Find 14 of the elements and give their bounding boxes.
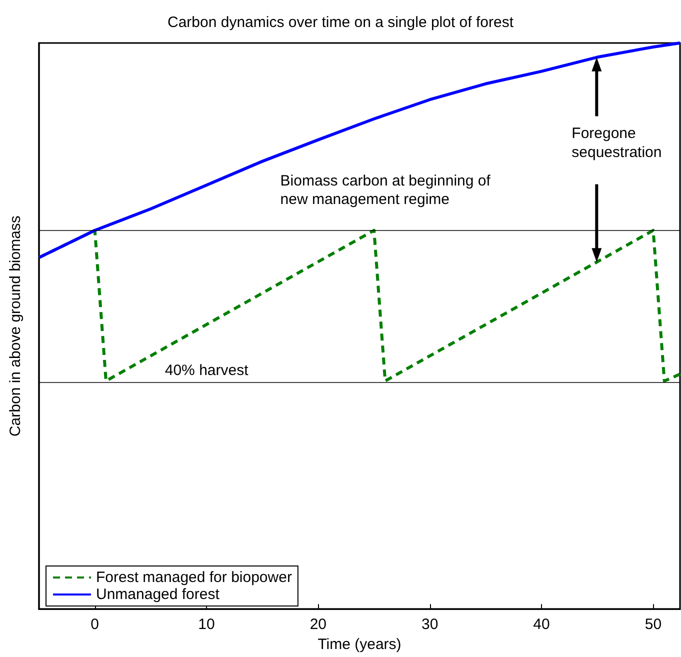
- x-tick-label: 40: [533, 616, 550, 634]
- legend-label: Forest managed for biopower: [96, 569, 292, 586]
- chart-title: Carbon dynamics over time on a single plot of forest: [167, 14, 514, 31]
- x-tick-label: 10: [198, 616, 215, 634]
- ref-line-label: Biomass carbon at beginning of new management regime: [280, 172, 492, 208]
- x-tick-label: 50: [644, 616, 662, 634]
- ref-line-label: 40% harvest: [164, 362, 250, 379]
- x-tick-label: 0: [90, 616, 100, 634]
- y-axis-title: Carbon in above ground biomass: [7, 216, 24, 437]
- x-tick-label: 30: [422, 616, 438, 634]
- x-tick-label: 20: [310, 616, 327, 634]
- legend-label: Unmanaged forest: [96, 586, 220, 603]
- x-axis-title: Time (years): [318, 636, 402, 653]
- annotation: Foregone sequestration: [572, 125, 662, 161]
